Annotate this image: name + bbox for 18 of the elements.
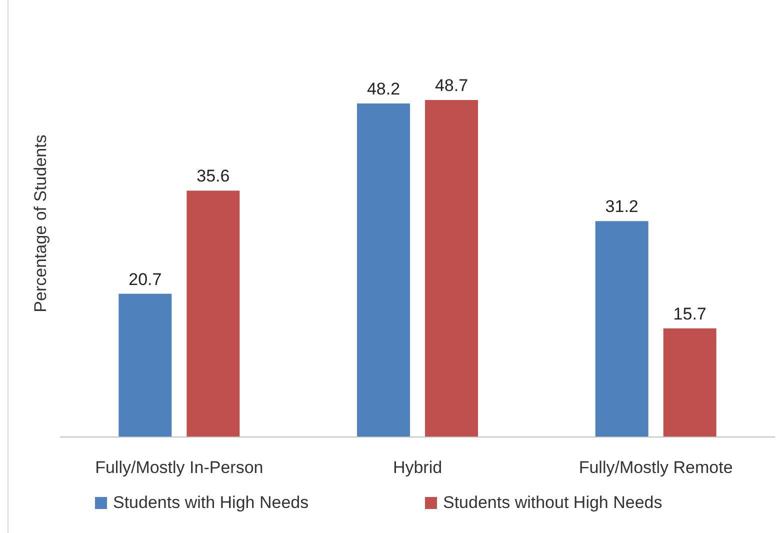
bar <box>595 221 648 437</box>
legend-label: Students with High Needs <box>113 493 309 512</box>
data-label: 48.2 <box>366 79 400 98</box>
bar <box>425 100 478 437</box>
data-label: 48.7 <box>434 76 468 95</box>
legend-label: Students without High Needs <box>443 493 662 512</box>
bar <box>357 103 410 437</box>
data-label: 15.7 <box>673 304 706 324</box>
bar <box>118 294 172 437</box>
data-label: 35.6 <box>196 166 230 186</box>
data-label: 20.7 <box>128 270 162 289</box>
data-label: 31.2 <box>605 197 638 216</box>
bar <box>663 328 716 437</box>
x-tick-label: Fully/Mostly Remote <box>578 458 733 477</box>
y-axis-title: Percentage of Students <box>31 134 50 312</box>
x-tick-label: Hybrid <box>392 458 442 477</box>
bar <box>186 190 240 437</box>
x-tick-label: Fully/Mostly In-Person <box>95 458 264 477</box>
